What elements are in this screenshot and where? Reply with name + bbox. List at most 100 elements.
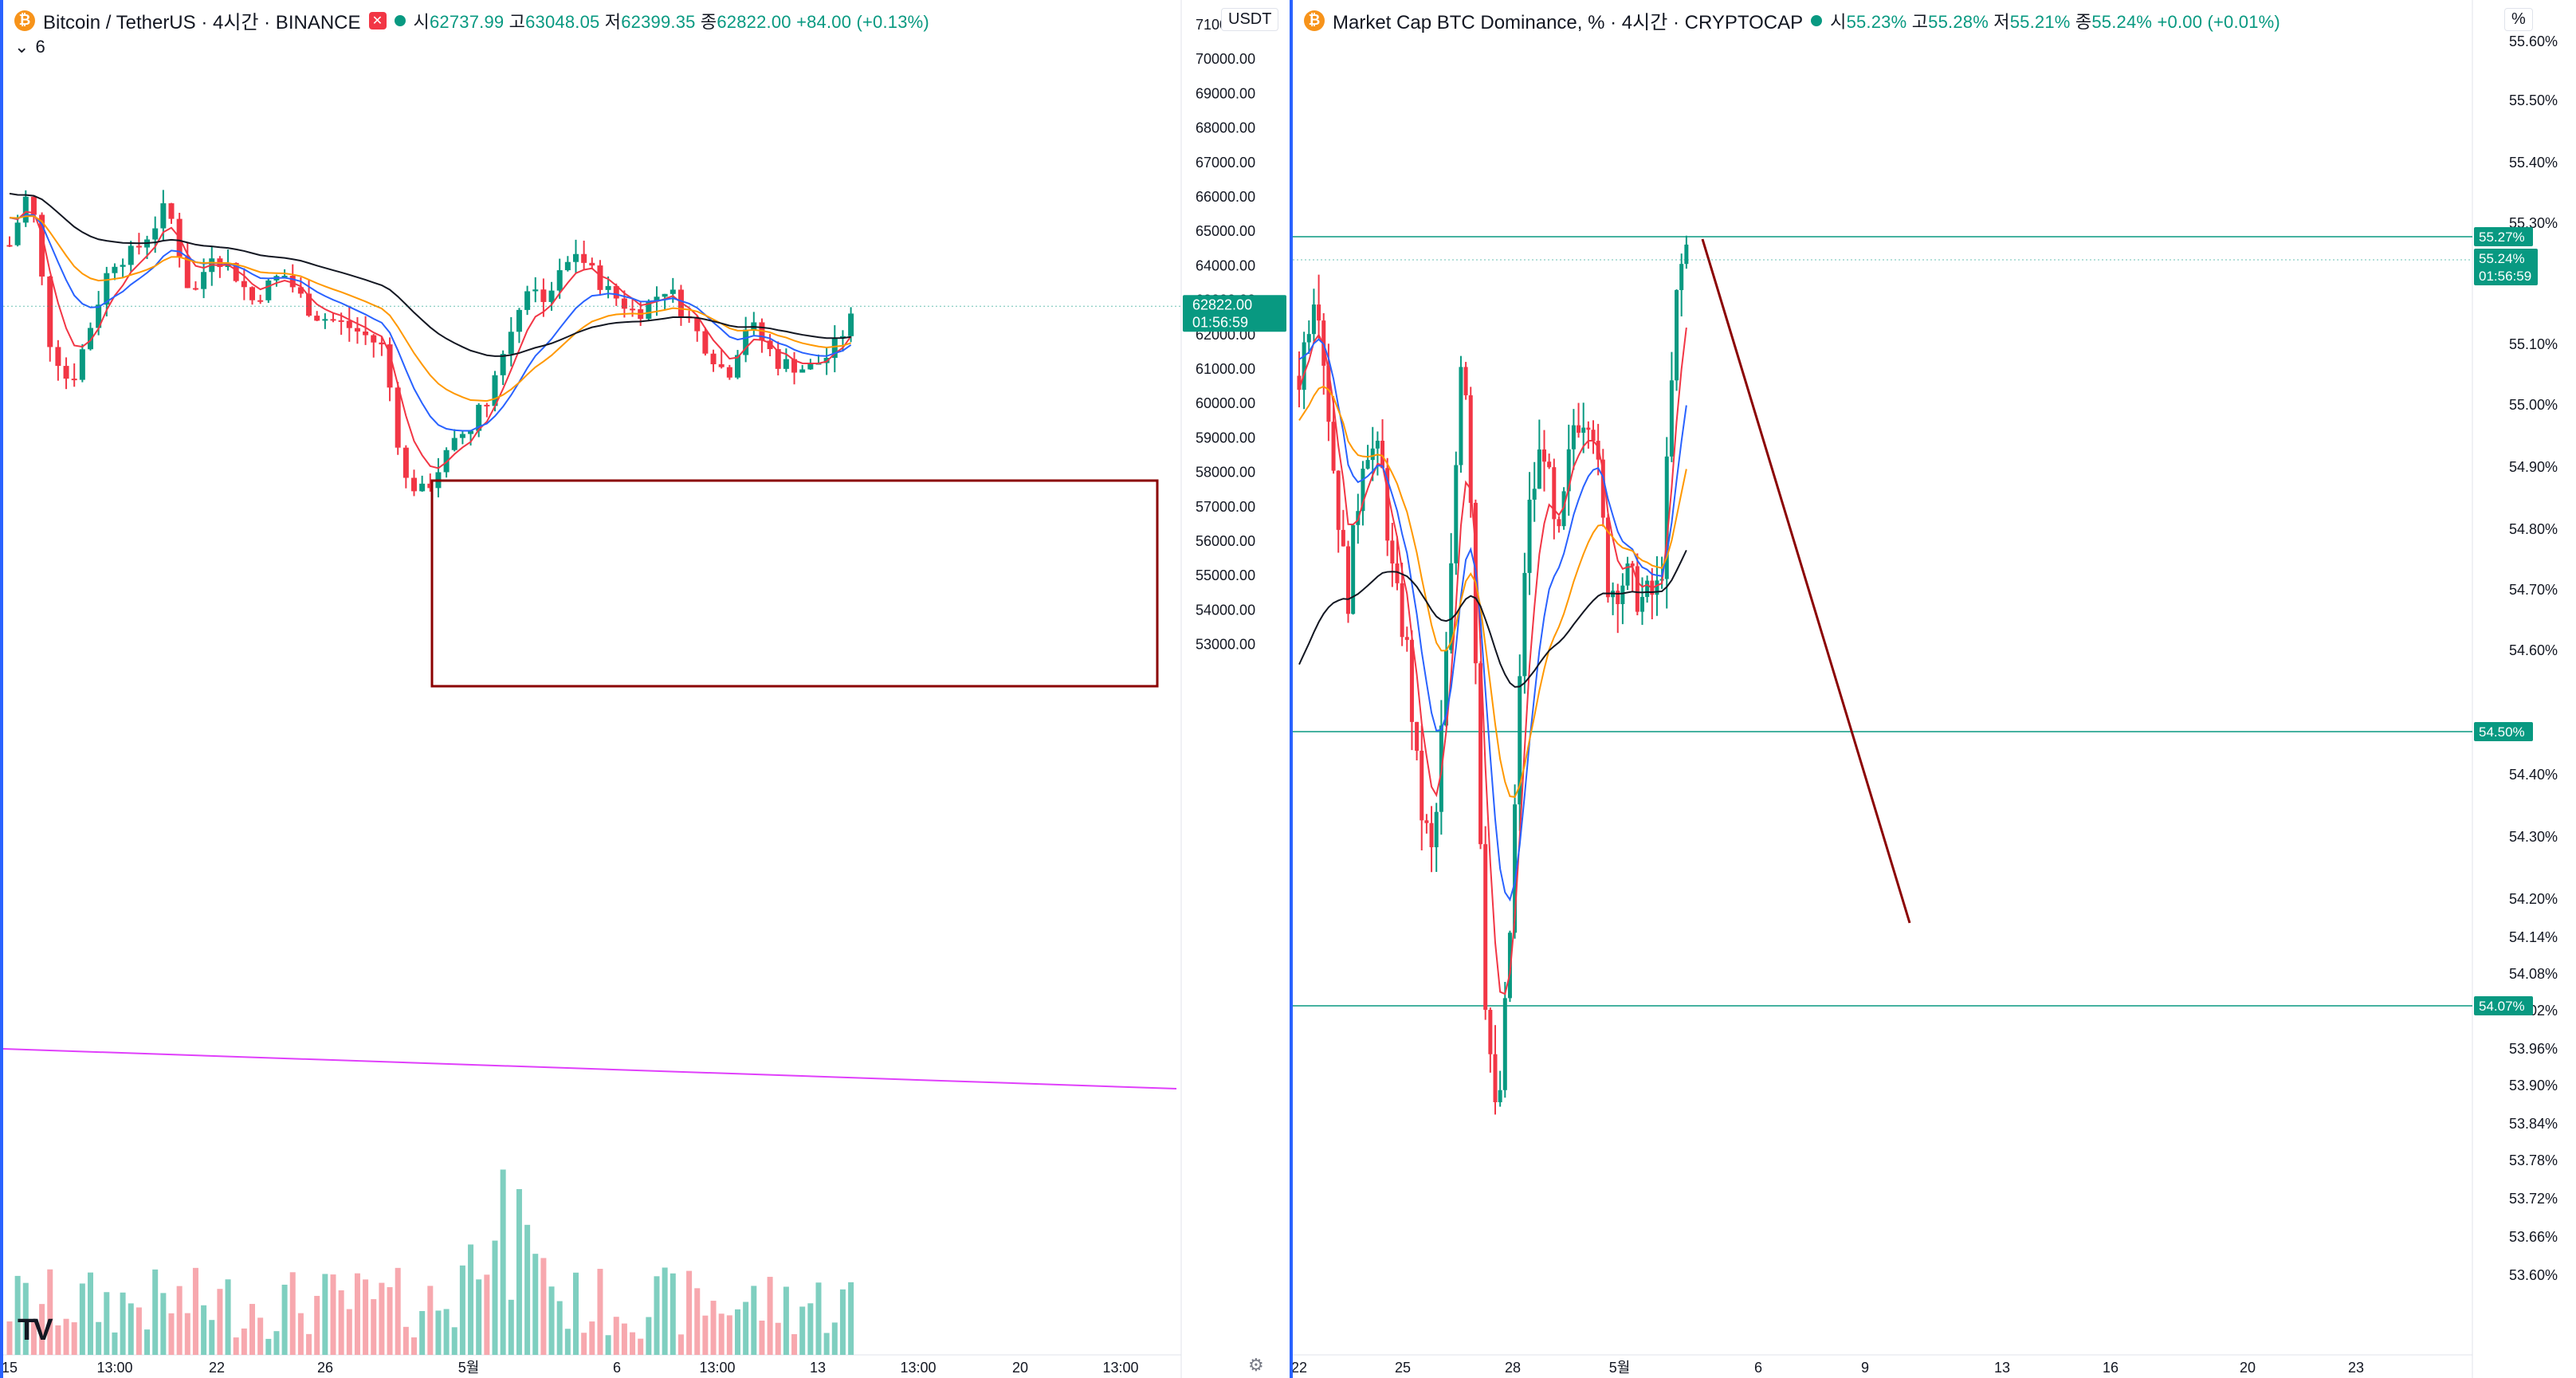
candle: [1630, 560, 1635, 592]
candle-body: [484, 404, 490, 406]
candle-body: [1571, 425, 1576, 450]
candle-body: [233, 262, 239, 281]
volume-bar: [265, 1338, 272, 1355]
candle: [1577, 402, 1581, 438]
time-tick-label: 26: [317, 1360, 333, 1376]
candle: [1415, 721, 1420, 761]
percent-tick-label: 54.20%: [2509, 891, 2558, 907]
candle: [1650, 567, 1655, 619]
price-tick-label: 58000.00: [1196, 465, 1255, 481]
unit-button[interactable]: %: [2504, 8, 2533, 31]
candle: [548, 281, 555, 311]
dominance-chart[interactable]: 55.60%55.50%55.40%55.30%55.10%55.00%54.9…: [1293, 0, 2576, 1378]
candle: [735, 350, 740, 379]
candle: [273, 274, 280, 287]
volume-bar: [314, 1295, 320, 1355]
candle: [1527, 472, 1532, 595]
volume-bar: [363, 1279, 369, 1355]
indicator-toggle[interactable]: ⌄ 6: [14, 37, 45, 57]
volume-bar: [152, 1269, 159, 1355]
volume-bar: [249, 1304, 255, 1355]
candle-body: [419, 483, 426, 492]
volume-bar: [743, 1301, 749, 1355]
candle-body: [184, 257, 190, 289]
candle-body: [346, 320, 352, 328]
volume-bar: [297, 1313, 304, 1355]
candle: [1390, 523, 1395, 587]
percent-tick-label: 54.30%: [2509, 829, 2558, 845]
candle: [314, 311, 320, 321]
volume-bar: [831, 1322, 838, 1355]
candle-body: [1669, 380, 1674, 457]
candle: [621, 290, 627, 318]
candle-body: [1591, 430, 1596, 442]
candle-body: [710, 353, 717, 365]
candle-body: [839, 336, 846, 338]
candle: [1522, 552, 1527, 694]
volume-bar: [839, 1289, 846, 1355]
btc-chart-pane[interactable]: 71000.0070000.0069000.0068000.0067000.00…: [0, 0, 1290, 1378]
candle-body: [476, 404, 482, 431]
ema-red-line: [1298, 327, 1687, 995]
candle-body: [63, 366, 69, 379]
candle-body: [1302, 342, 1306, 391]
volume-bar: [354, 1273, 360, 1355]
volume-bar: [192, 1267, 198, 1355]
candle-body: [79, 349, 85, 380]
bitcoin-icon: ₿: [14, 10, 35, 31]
gear-icon[interactable]: ⚙: [1248, 1355, 1264, 1375]
price-tick-label: 64000.00: [1196, 257, 1255, 273]
flag-icon[interactable]: ✕: [368, 11, 387, 29]
candle: [289, 264, 296, 292]
candle-body: [1616, 591, 1620, 605]
volume-bar: [791, 1333, 798, 1355]
candle: [1409, 630, 1414, 751]
volume-bar: [55, 1325, 61, 1355]
candle-body: [694, 318, 701, 332]
price-tick-label: 65000.00: [1196, 223, 1255, 239]
candle: [88, 322, 93, 351]
ema-black-line: [1298, 549, 1687, 688]
candle: [371, 334, 377, 358]
currency-unit-button[interactable]: USDT: [1221, 8, 1279, 31]
candle: [257, 294, 264, 304]
candle: [476, 402, 482, 438]
candle: [354, 316, 360, 344]
candle-body: [767, 340, 773, 350]
candle-body: [22, 196, 29, 223]
volume-bar: [621, 1323, 627, 1355]
candle-body: [630, 308, 636, 311]
candle-body: [1326, 365, 1331, 422]
candle: [1518, 654, 1522, 831]
candle: [1635, 553, 1639, 616]
percent-tick-label: 53.96%: [2509, 1041, 2558, 1057]
tradingview-logo-icon[interactable]: TV: [18, 1313, 53, 1347]
candle-body: [1630, 563, 1635, 567]
price-tick-label: 57000.00: [1196, 499, 1255, 515]
btc-price-chart[interactable]: 71000.0070000.0069000.0068000.0067000.00…: [3, 0, 1290, 1378]
dominance-chart-pane[interactable]: 55.60% 55.50% 55.40% 55.30% 55.10% 55.00% 54.9…: [1290, 0, 2576, 1378]
symbol-title[interactable]: Bitcoin / TetherUS · 4시간 · BINANCE: [43, 12, 361, 33]
ohlc-values: 시62737.99 고63048.05 저62399.35 종62822.00 …: [413, 11, 929, 32]
candle-body: [135, 245, 142, 248]
candle: [677, 285, 684, 326]
candle: [848, 307, 854, 343]
percent-tick-label: 53.84%: [2509, 1116, 2558, 1132]
candle: [217, 256, 223, 278]
volume-bar: [209, 1320, 215, 1355]
candle: [1395, 536, 1400, 591]
time-tick-label: 23: [2348, 1360, 2364, 1376]
volume-bar: [484, 1274, 490, 1355]
volume-bar: [411, 1337, 417, 1355]
price-tick-label: 70000.00: [1196, 51, 1255, 67]
candle-body: [1297, 375, 1302, 391]
candle: [6, 236, 13, 247]
candle-body: [831, 337, 838, 358]
symbol-title[interactable]: Market Cap BTC Dominance, % · 4시간 · CRYP…: [1333, 12, 1804, 33]
volume-bar: [168, 1313, 175, 1355]
candle: [1679, 253, 1684, 317]
candle-body: [411, 477, 417, 492]
time-tick-label: 22: [1293, 1360, 1307, 1376]
indicator-count: 6: [35, 37, 45, 57]
candle-body: [1434, 811, 1439, 848]
